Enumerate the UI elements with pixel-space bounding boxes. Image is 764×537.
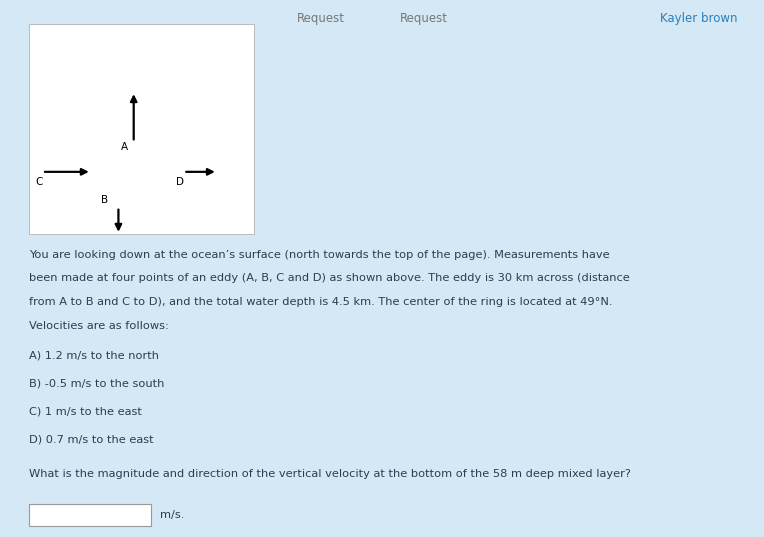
- Text: from A to B and C to D), and the total water depth is 4.5 km. The center of the : from A to B and C to D), and the total w…: [29, 297, 613, 307]
- Text: B) -0.5 m/s to the south: B) -0.5 m/s to the south: [29, 379, 164, 389]
- Text: B: B: [101, 195, 108, 205]
- Text: A: A: [121, 142, 128, 151]
- Text: Velocities are as follows:: Velocities are as follows:: [29, 321, 169, 331]
- Text: Request: Request: [400, 12, 448, 25]
- Text: Request: Request: [297, 12, 345, 25]
- Text: What is the magnitude and direction of the vertical velocity at the bottom of th: What is the magnitude and direction of t…: [29, 469, 631, 479]
- Text: Kayler brown: Kayler brown: [660, 12, 737, 25]
- Text: C: C: [35, 177, 43, 186]
- Text: m/s.: m/s.: [160, 510, 185, 520]
- FancyBboxPatch shape: [29, 24, 254, 234]
- Text: D: D: [176, 177, 184, 186]
- Text: A) 1.2 m/s to the north: A) 1.2 m/s to the north: [29, 351, 159, 361]
- Text: D) 0.7 m/s to the east: D) 0.7 m/s to the east: [29, 434, 154, 445]
- Text: C) 1 m/s to the east: C) 1 m/s to the east: [29, 407, 142, 417]
- Text: You are looking down at the ocean’s surface (north towards the top of the page).: You are looking down at the ocean’s surf…: [29, 250, 610, 260]
- Text: been made at four points of an eddy (A, B, C and D) as shown above. The eddy is : been made at four points of an eddy (A, …: [29, 273, 630, 284]
- FancyBboxPatch shape: [29, 504, 151, 526]
